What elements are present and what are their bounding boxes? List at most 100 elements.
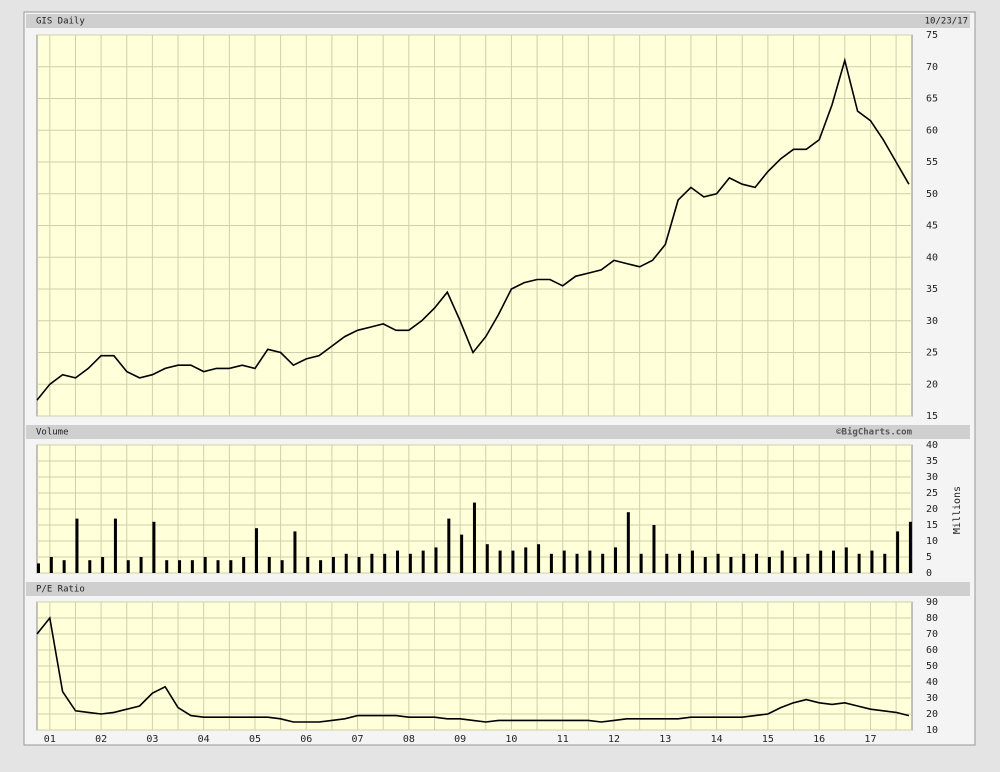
y-tick-label: 0	[926, 568, 932, 579]
bar	[319, 560, 323, 573]
bar	[690, 550, 694, 573]
x-tick-label: 07	[352, 734, 364, 745]
bar	[331, 557, 335, 573]
bar	[703, 557, 707, 573]
bar	[216, 560, 220, 573]
bar	[139, 557, 143, 573]
x-tick-label: 17	[864, 734, 876, 745]
y-tick-label: 40	[926, 440, 938, 451]
bar	[639, 553, 643, 573]
y-tick-label: 75	[926, 30, 938, 41]
y-tick-label: 20	[926, 379, 938, 390]
x-tick-label: 06	[300, 734, 312, 745]
x-tick-label: 15	[762, 734, 774, 745]
y-tick-label: 10	[926, 536, 938, 547]
y-tick-label: 30	[926, 472, 938, 483]
y-tick-label: 10	[926, 725, 938, 736]
x-tick-label: 11	[557, 734, 569, 745]
bar	[819, 550, 823, 573]
bar	[601, 553, 605, 573]
bar	[62, 560, 66, 573]
bar	[434, 547, 438, 573]
bar	[229, 560, 233, 573]
bar	[447, 518, 451, 573]
y-tick-label: 40	[926, 677, 938, 688]
panel-title: Volume	[36, 428, 69, 438]
bar	[37, 563, 40, 573]
bar	[793, 557, 797, 573]
bar	[383, 553, 387, 573]
bar	[408, 553, 412, 573]
bar	[101, 557, 105, 573]
date-label: 10/23/17	[925, 17, 968, 27]
y-tick-label: 70	[926, 62, 938, 73]
bar	[280, 560, 284, 573]
bar	[729, 557, 733, 573]
bar	[806, 553, 810, 573]
bar	[49, 557, 53, 573]
y-tick-label: 30	[926, 316, 938, 327]
bar	[588, 550, 592, 573]
panel-header	[26, 582, 970, 596]
y-tick-label: 60	[926, 645, 938, 656]
bar	[831, 550, 835, 573]
bar	[267, 557, 271, 573]
x-tick-label: 03	[146, 734, 158, 745]
panel-title: GIS Daily	[36, 17, 85, 27]
y-tick-label: 80	[926, 613, 938, 624]
panel-title: P/E Ratio	[36, 585, 85, 595]
bar	[126, 560, 130, 573]
bar	[908, 521, 912, 573]
bar	[357, 557, 361, 573]
y-tick-label: 20	[926, 504, 938, 515]
x-tick-label: 09	[454, 734, 466, 745]
bar	[857, 553, 861, 573]
bar	[242, 557, 246, 573]
x-tick-label: 08	[403, 734, 415, 745]
panel-header	[26, 425, 970, 439]
x-tick-label: 01	[44, 734, 56, 745]
bar	[421, 550, 425, 573]
bar	[254, 528, 258, 573]
y-tick-label: 45	[926, 221, 938, 232]
bar	[75, 518, 79, 573]
bar	[537, 544, 541, 573]
y-tick-label: 15	[926, 520, 938, 531]
bar	[896, 531, 900, 573]
bar	[844, 547, 848, 573]
bar	[511, 550, 515, 573]
bar	[498, 550, 502, 573]
price-line	[36, 57, 910, 401]
bar	[678, 553, 682, 573]
bar	[626, 512, 630, 573]
y-tick-label: 40	[926, 252, 938, 263]
bar	[716, 553, 720, 573]
x-tick-label: 12	[608, 734, 620, 745]
y-tick-label: 55	[926, 157, 938, 168]
bar	[460, 534, 464, 573]
bar	[396, 550, 400, 573]
bar	[485, 544, 489, 573]
bar	[472, 502, 476, 573]
x-tick-label: 05	[249, 734, 261, 745]
bar	[665, 553, 669, 573]
bar	[755, 553, 759, 573]
bar	[88, 560, 92, 573]
credit: ©BigCharts.com	[836, 427, 912, 438]
panel-header	[26, 14, 970, 28]
bar	[742, 553, 746, 573]
bar	[190, 560, 194, 573]
y-axis-label: Millions	[952, 486, 963, 534]
y-tick-label: 35	[926, 456, 938, 467]
bar	[575, 553, 579, 573]
x-tick-label: 02	[95, 734, 107, 745]
x-tick-label: 16	[813, 734, 825, 745]
bar	[113, 518, 117, 573]
y-tick-label: 30	[926, 693, 938, 704]
bar	[178, 560, 182, 573]
x-tick-label: 14	[711, 734, 723, 745]
y-tick-label: 90	[926, 597, 938, 608]
bar	[652, 525, 656, 573]
bar	[344, 553, 348, 573]
